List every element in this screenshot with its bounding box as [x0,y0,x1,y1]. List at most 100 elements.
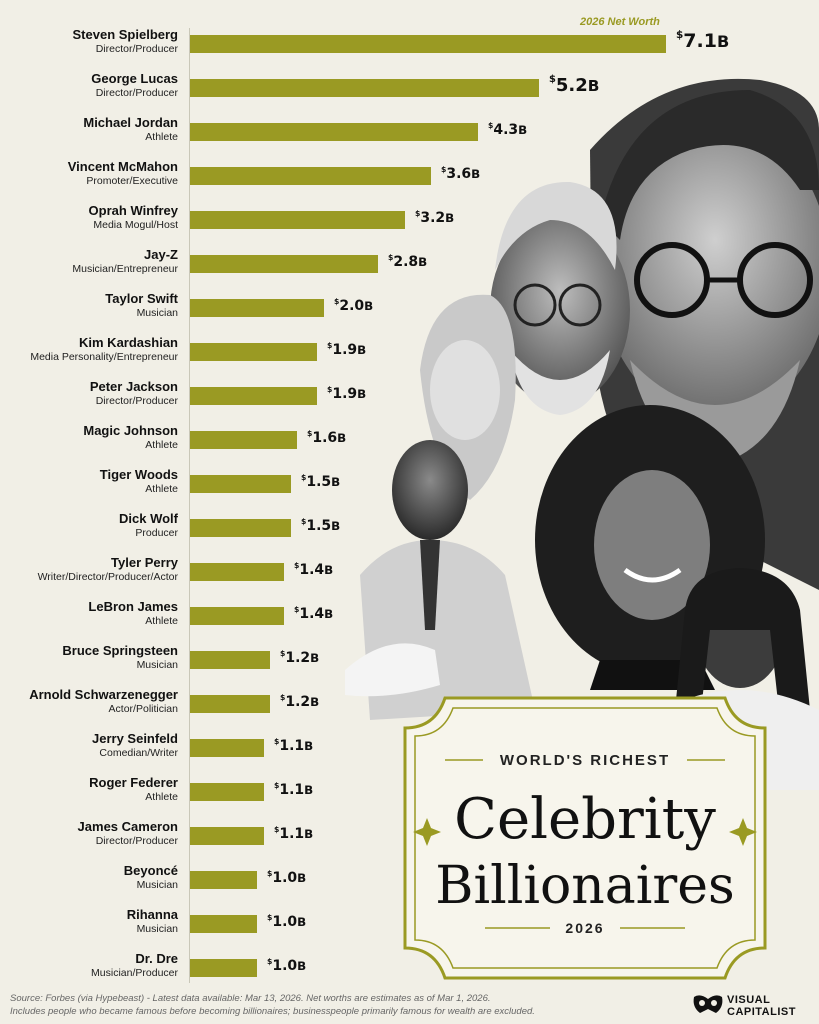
net-worth-bar [190,915,257,933]
celebrity-name: LeBron James [88,599,178,614]
value-number: 1.5 [306,473,332,490]
value-unit: B [364,298,374,313]
celebrity-photo-collage [345,78,819,790]
currency-symbol: $ [327,384,333,394]
footnote-line-1: Source: Forbes (via Hypebeast) - Latest … [10,993,491,1004]
badge-inner-frame [414,707,756,969]
net-worth-value-label: $1.1B [274,781,313,798]
celebrity-name: Bruce Springsteen [62,643,178,658]
celebrity-name: Dr. Dre [135,951,178,966]
net-worth-bar [190,607,284,625]
net-worth-value-label: $3.2B [415,209,455,226]
celebrity-role: Producer [135,527,178,539]
value-number: 1.2 [285,693,311,710]
net-worth-bar [190,651,270,669]
celebrity-name: Dick Wolf [119,511,178,526]
currency-symbol: $ [441,164,447,174]
currency-symbol: $ [267,956,273,966]
currency-symbol: $ [280,692,286,702]
celebrity-name: Arnold Schwarzenegger [29,687,178,702]
celebrity-name: Tiger Woods [99,467,178,482]
currency-symbol: $ [388,252,394,262]
value-unit: B [304,826,314,841]
celebrity-role: Musician/Entrepreneur [72,263,178,275]
net-worth-bar [190,959,257,977]
net-worth-bar [190,871,257,889]
value-number: 1.5 [306,517,332,534]
currency-symbol: $ [549,74,556,86]
celebrity-name: Taylor Swift [105,291,178,306]
celebrity-role: Athlete [145,131,178,143]
net-worth-bar [190,343,317,361]
lucas-portrait [490,181,630,415]
celebrity-role: Athlete [145,615,178,627]
value-unit: B [324,606,334,621]
net-worth-value-label: $1.9B [327,341,366,358]
visual-capitalist-logo-icon [693,995,723,1013]
value-number: 1.0 [272,957,298,974]
net-worth-bar [190,79,539,97]
net-worth-bar [190,211,405,229]
net-worth-bar [190,387,317,405]
value-unit: B [297,958,307,973]
value-unit: B [518,122,528,137]
net-worth-bar [190,783,264,801]
value-number: 1.9 [332,385,358,402]
celebrity-role: Athlete [145,791,178,803]
value-unit: B [445,210,455,225]
title-line-1: WORLD'S RICHEST [500,752,670,769]
net-worth-value-label: $1.4B [294,604,334,622]
value-unit: B [297,870,307,885]
value-unit: B [357,386,367,401]
value-unit: B [587,77,600,96]
net-worth-value-label: $1.1B [274,736,313,754]
net-worth-bar [190,35,666,53]
value-number: 1.0 [272,913,298,930]
celebrity-role: Director/Producer [95,835,178,847]
value-number: 7.1 [683,30,717,53]
celebrity-role: Musician [136,923,178,935]
net-worth-value-label: $2.8B [388,252,427,270]
celebrity-role: Musician [136,659,178,671]
value-unit: B [716,32,730,52]
net-worth-value-label: $1.1B [274,824,314,842]
celebrity-role: Media Mogul/Host [93,219,178,231]
net-worth-value-label: $4.3B [488,121,528,138]
value-number: 1.1 [279,781,305,798]
net-worth-bar [190,827,264,845]
value-number: 3.2 [420,209,446,226]
celebrity-name: Beyoncé [123,863,178,878]
celebrity-role: Media Personality/Entrepreneur [30,351,178,363]
value-unit: B [310,650,320,665]
currency-symbol: $ [274,736,280,746]
value-number: 5.2 [555,75,588,97]
net-worth-value-label: $1.9B [327,384,367,402]
sparkle-right-icon [729,818,757,846]
net-worth-bar [190,563,284,581]
celebrity-name: Roger Federer [89,775,178,790]
net-worth-bar [190,299,324,317]
celebrity-role: Director/Producer [95,43,178,55]
value-number: 1.6 [312,429,338,446]
currency-symbol: $ [294,604,300,614]
celebrity-name: George Lucas [91,71,178,86]
value-unit: B [324,562,334,577]
celebrity-role: Writer/Director/Producer/Actor [37,571,178,583]
net-worth-bar [190,519,291,537]
value-number: 1.2 [285,649,311,666]
value-unit: B [331,474,341,489]
currency-symbol: $ [274,824,280,834]
celebrity-role: Promoter/Executive [86,175,178,187]
celebrity-role: Musician [136,879,178,891]
value-unit: B [331,518,341,533]
jordan-portrait [345,440,535,720]
celebrity-role: Comedian/Writer [99,747,178,759]
title-line-2: Celebrity [454,787,716,852]
value-number: 4.3 [493,121,519,138]
celebrity-name: Peter Jackson [89,379,178,394]
currency-symbol: $ [301,516,307,526]
net-worth-bar [190,475,291,493]
currency-symbol: $ [294,560,300,570]
value-number: 1.4 [299,605,325,622]
